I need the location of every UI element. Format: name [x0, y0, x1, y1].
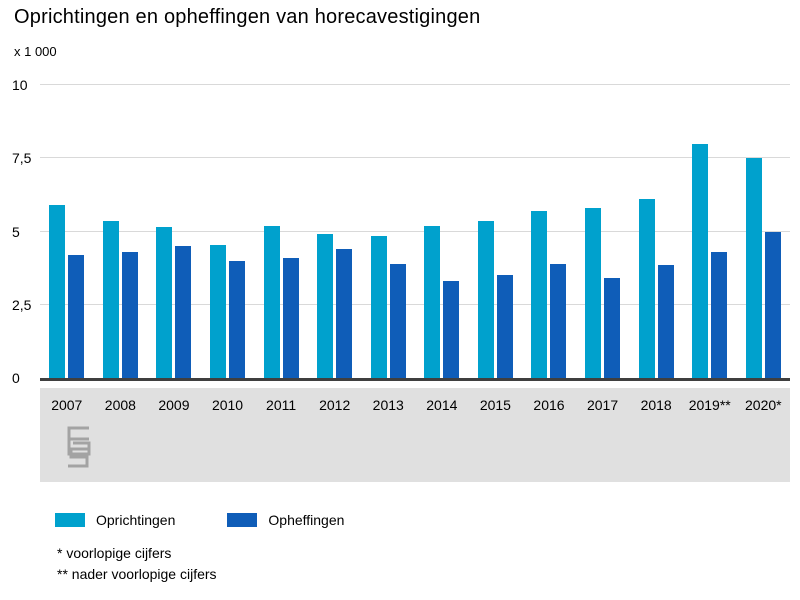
y-tick-label: 7,5	[12, 150, 32, 167]
bar-group	[683, 85, 737, 378]
legend-label: Opheffingen	[268, 512, 345, 528]
bar-opheffingen	[604, 278, 621, 378]
y-axis-labels: 0 2,5 5 7,5 10	[12, 77, 38, 386]
bar-oprichtingen	[102, 221, 119, 378]
y-tick-label: 5	[12, 223, 20, 240]
legend-label: Oprichtingen	[96, 512, 176, 528]
x-tick-label: 2010	[211, 397, 244, 413]
bar-group	[361, 85, 415, 378]
x-tick-label: 2008	[104, 397, 136, 413]
footnotes: * voorlopige cijfers ** nader voorlopige …	[57, 543, 217, 585]
x-tick-label: 2020*	[745, 397, 782, 413]
y-tick-label: 2,5	[12, 296, 32, 313]
bar-oprichtingen	[370, 235, 387, 378]
x-tick-label: 2014	[426, 397, 458, 413]
bar-opheffingen	[550, 263, 567, 378]
bar-group	[522, 85, 576, 378]
bar-opheffingen	[68, 254, 85, 378]
bar-oprichtingen	[210, 244, 227, 378]
bar-opheffingen	[229, 260, 246, 378]
y-axis-unit-label: x 1 000	[14, 44, 57, 59]
bar-group	[415, 85, 469, 378]
bar-group	[201, 85, 255, 378]
legend-swatch	[55, 513, 85, 527]
x-tick-label: 2011	[266, 397, 297, 413]
cbs-logo	[67, 426, 91, 468]
x-tick-label: 2016	[533, 397, 565, 413]
footnote: ** nader voorlopige cijfers	[57, 566, 217, 582]
bar-groups	[40, 85, 790, 378]
plot-area	[40, 84, 790, 381]
bar-opheffingen	[657, 265, 674, 378]
x-tick-label: 2012	[319, 397, 351, 413]
bar-group	[40, 85, 94, 378]
bar-oprichtingen	[585, 208, 602, 378]
bar-opheffingen	[336, 249, 353, 378]
bar-group	[737, 85, 791, 378]
x-tick-label: 2009	[158, 397, 190, 413]
chart-title: Oprichtingen en opheffingen van horecave…	[14, 6, 481, 28]
y-tick-label: 10	[12, 77, 28, 93]
y-tick-label: 0	[12, 370, 20, 386]
bar-opheffingen	[389, 263, 406, 378]
bar-oprichtingen	[638, 199, 655, 378]
x-tick-label: 2017	[586, 397, 619, 413]
x-tick-label: 2015	[479, 397, 511, 413]
bar-oprichtingen	[477, 221, 494, 378]
bar-oprichtingen	[692, 143, 709, 378]
bar-opheffingen	[764, 231, 781, 378]
bar-group	[576, 85, 630, 378]
x-tick-label: 2013	[372, 397, 404, 413]
bar-opheffingen	[175, 246, 192, 378]
legend-swatch	[227, 513, 258, 527]
bar-group	[308, 85, 362, 378]
x-axis-band: 2007 2008 2009 2010 2011 2012 2013 2014 2015 2016…	[40, 388, 790, 482]
bar-oprichtingen	[531, 211, 548, 378]
gridline	[40, 303, 790, 305]
bar-oprichtingen	[424, 225, 441, 378]
bar-opheffingen	[121, 252, 138, 378]
bar-group	[629, 85, 683, 378]
gridline	[40, 157, 790, 159]
bar-opheffingen	[282, 257, 299, 378]
x-tick-label: 2018	[640, 397, 672, 413]
legend: Oprichtingen Opheffingen	[55, 512, 396, 528]
x-tick-label: 2019**	[688, 397, 731, 413]
legend-item: Opheffingen	[227, 512, 344, 528]
x-tick-label: 2007	[51, 397, 83, 413]
bar-oprichtingen	[263, 225, 280, 378]
bar-group	[147, 85, 201, 378]
bar-opheffingen	[711, 252, 728, 378]
bar-opheffingen	[496, 275, 513, 378]
bar-opheffingen	[443, 281, 460, 378]
bar-oprichtingen	[317, 234, 334, 378]
gridline	[40, 230, 790, 232]
gridline	[40, 84, 790, 85]
bar-oprichtingen	[49, 205, 66, 378]
bar-oprichtingen	[156, 227, 173, 378]
legend-item: Oprichtingen	[55, 512, 175, 528]
footnote: * voorlopige cijfers	[57, 545, 172, 561]
year-labels: 2007 2008 2009 2010 2011 2012 2013 2014 2015 2016…	[40, 388, 790, 413]
bar-group	[469, 85, 523, 378]
bar-group	[254, 85, 308, 378]
bar-group	[94, 85, 148, 378]
bar-oprichtingen	[745, 158, 762, 378]
